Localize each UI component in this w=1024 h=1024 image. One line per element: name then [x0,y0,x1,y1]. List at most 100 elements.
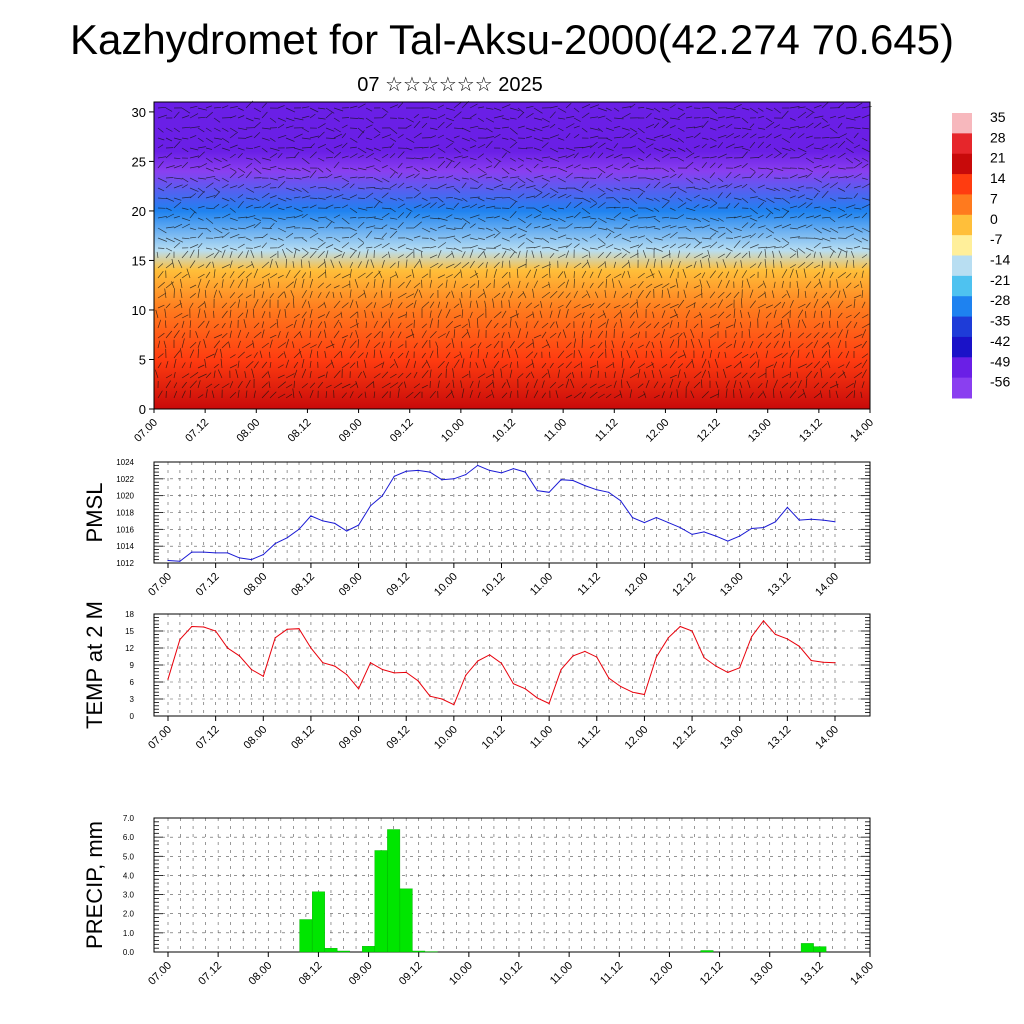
data-point [727,540,729,542]
colorbar-swatch [952,255,972,277]
data-point [203,626,205,628]
y-tick-label: 4.0 [123,871,135,880]
data-point [786,506,789,508]
y-tick-label: 6.0 [123,833,135,842]
x-tick-label: 08.00 [241,571,269,599]
x-tick-label: 08.12 [297,960,325,988]
colorbar-label: 7 [990,190,998,206]
data-point [584,650,586,653]
data-point [381,495,383,497]
data-point [596,489,598,491]
x-tick-label: 10.12 [490,417,518,445]
data-point [393,672,395,674]
precip-bar [399,888,413,953]
colorbar-label: 0 [990,211,998,227]
data-point [334,665,336,667]
data-point [667,637,669,639]
data-point [179,638,181,641]
x-tick-label: 08.00 [234,417,262,445]
data-point [453,704,455,706]
x-tick-label: 11.12 [576,571,603,598]
data-point [560,668,562,671]
data-point [703,657,705,659]
data-point [453,478,455,480]
x-tick-label: 12.00 [623,724,651,752]
data-point [548,702,550,705]
y-tick-label: 25 [132,154,146,169]
data-point [548,491,550,493]
data-point [786,638,789,640]
data-point [322,662,324,664]
data-point [715,665,717,667]
y-tick-label: 10 [132,303,146,318]
x-tick-label: 13.12 [798,960,826,988]
y-axis-label: PRECIP, mm [82,821,107,949]
data-point [346,674,348,676]
y-axis-label: PMSL [82,483,107,543]
data-point [643,693,646,696]
data-point [405,671,407,674]
x-tick-label: 12.00 [648,960,676,988]
data-point [631,691,634,693]
x-tick-label: 13.00 [746,417,774,445]
colorbar-swatch [952,377,972,399]
data-point [179,560,181,562]
data-point [274,637,276,639]
precip-bar [362,946,375,953]
precip-bar [800,943,814,953]
precip-bar [412,950,426,953]
colorbar-swatch [952,316,972,338]
data-point [429,471,431,473]
data-point [358,524,360,526]
x-tick-label: 08.00 [246,960,274,988]
colorbar-swatch [952,214,972,236]
data-point [310,647,312,649]
y-tick-label: 12 [125,644,134,653]
y-tick-label: 9 [130,661,135,670]
y-tick-label: 15 [132,253,146,268]
data-point [262,675,264,677]
data-point [500,662,503,664]
data-point [429,695,431,697]
data-point [227,647,229,649]
x-tick-label: 13.00 [748,960,776,988]
data-point [798,519,800,521]
x-tick-label: 09.00 [347,960,375,988]
colorbar-swatch [952,113,972,134]
x-tick-label: 10.00 [439,417,467,445]
data-point [727,671,729,674]
data-point [810,659,812,662]
y-tick-label: 0 [130,712,135,721]
data-point [655,517,657,519]
y-tick-label: 1020 [116,492,134,501]
data-point [262,554,264,556]
data-point [691,533,693,536]
data-point [250,668,252,671]
data-point [274,543,276,545]
data-point [358,688,360,690]
data-point [762,620,765,622]
panel-precip: 0.0 1.0 2.0 3.0 4.0 5.0 6.0 7.0 07.00 07.12 08.00 0… [82,814,876,988]
data-point [250,559,252,561]
y-axis-label: TEMP at 2 M [82,601,107,729]
y-tick-label: 0 [139,402,146,417]
panel-frame [153,817,871,953]
data-point [512,468,515,470]
data-point [227,552,229,554]
precip-bar [700,950,714,953]
data-point [465,674,467,676]
x-tick-label: 07.00 [146,571,174,599]
data-point [489,469,491,471]
precip-bar [312,891,325,953]
y-tick-label: 3.0 [123,891,135,900]
data-point [286,628,288,630]
colorbar-label: 28 [990,129,1006,145]
y-tick-label: 2.0 [123,910,135,919]
x-tick-label: 11.00 [542,417,569,444]
x-tick-label: 09.00 [337,724,365,752]
data-point [739,667,741,669]
x-tick-label: 12.12 [670,724,698,752]
x-tick-label: 14.00 [848,960,876,988]
y-tick-label: 20 [132,204,146,219]
data-point [477,464,479,466]
